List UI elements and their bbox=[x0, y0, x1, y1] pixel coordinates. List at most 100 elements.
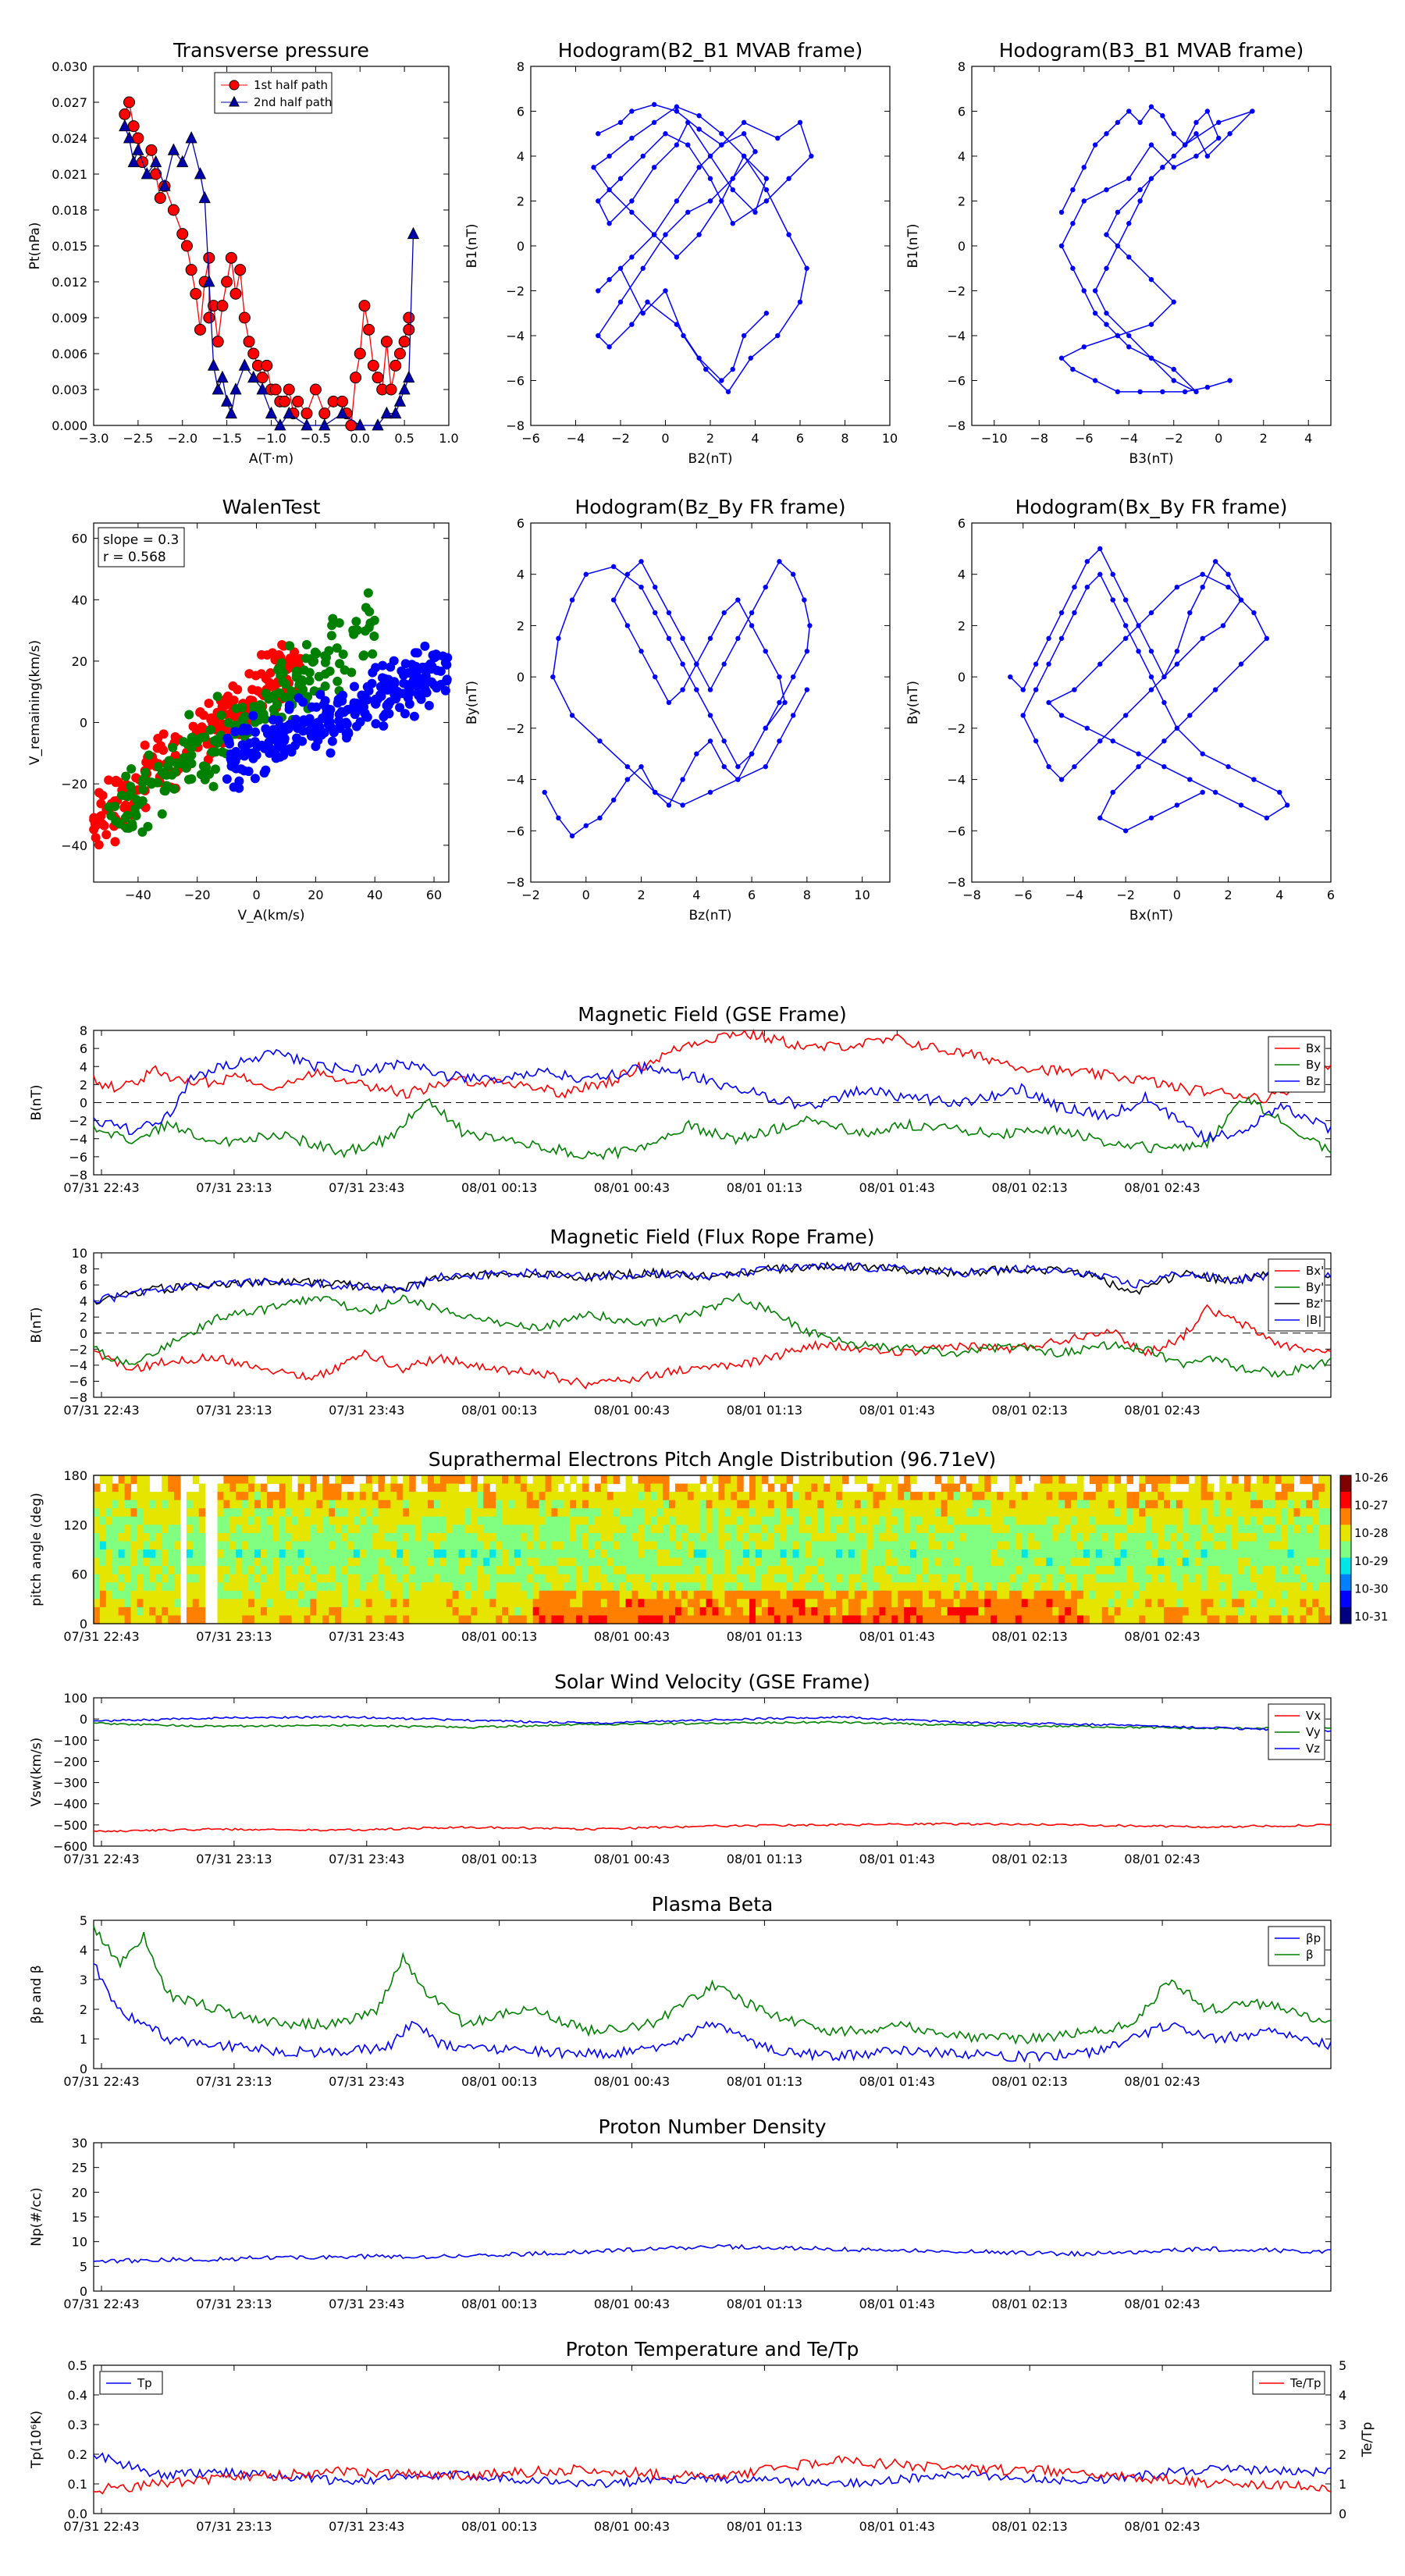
data-point bbox=[286, 685, 296, 696]
heatmap-cell bbox=[1095, 1541, 1103, 1550]
heatmap-cell bbox=[1194, 1541, 1202, 1550]
data-point bbox=[1122, 828, 1129, 834]
data-point bbox=[1148, 276, 1154, 283]
heatmap-cell bbox=[427, 1574, 435, 1583]
heatmap-cell bbox=[737, 1541, 744, 1550]
data-point bbox=[383, 674, 393, 685]
heatmap-cell bbox=[1008, 1500, 1016, 1509]
heatmap-cell bbox=[743, 1615, 750, 1624]
heatmap-cell bbox=[297, 1599, 305, 1608]
heatmap-cell bbox=[341, 1516, 348, 1525]
heatmap-cell bbox=[780, 1483, 788, 1493]
heatmap-cell bbox=[365, 1590, 373, 1599]
data-point bbox=[777, 699, 782, 706]
heatmap-cell bbox=[507, 1500, 515, 1509]
heatmap-cell bbox=[1164, 1541, 1171, 1550]
data-point bbox=[382, 701, 392, 711]
heatmap-cell bbox=[403, 1566, 410, 1575]
heatmap-cell bbox=[712, 1541, 720, 1550]
heatmap-cell bbox=[409, 1525, 416, 1534]
data-point bbox=[237, 740, 247, 750]
y-tick-label: −6 bbox=[506, 824, 525, 838]
heatmap-cell bbox=[767, 1550, 775, 1559]
heatmap-cell bbox=[786, 1566, 794, 1575]
heatmap-cell bbox=[322, 1615, 329, 1624]
data-point bbox=[291, 666, 301, 676]
heatmap-cell bbox=[532, 1483, 540, 1493]
heatmap-cell bbox=[1021, 1492, 1029, 1501]
heatmap-cell bbox=[613, 1599, 621, 1608]
heatmap-cell bbox=[557, 1574, 564, 1583]
heatmap-cell bbox=[186, 1500, 194, 1509]
heatmap-cell bbox=[137, 1574, 144, 1583]
heatmap-cell bbox=[310, 1557, 317, 1567]
heatmap-cell bbox=[755, 1508, 763, 1517]
data-point bbox=[369, 631, 379, 641]
heatmap-cell bbox=[817, 1541, 824, 1550]
heatmap-cell bbox=[310, 1615, 317, 1624]
heatmap-cell bbox=[347, 1500, 354, 1509]
heatmap-cell bbox=[613, 1516, 621, 1525]
heatmap-cell bbox=[99, 1574, 107, 1583]
heatmap-cell bbox=[174, 1599, 181, 1608]
heatmap-cell bbox=[520, 1582, 528, 1592]
heatmap-cell bbox=[570, 1590, 577, 1599]
heatmap-cell bbox=[638, 1500, 645, 1509]
heatmap-cell bbox=[761, 1541, 769, 1550]
heatmap-cell bbox=[1158, 1550, 1165, 1559]
heatmap-cell bbox=[681, 1599, 688, 1608]
heatmap-cell bbox=[248, 1483, 255, 1493]
data-point bbox=[606, 221, 612, 226]
heatmap-cell bbox=[1139, 1541, 1146, 1550]
data-point bbox=[707, 738, 713, 744]
heatmap-cell bbox=[452, 1532, 460, 1542]
heatmap-cell bbox=[112, 1541, 119, 1550]
heatmap-cell bbox=[297, 1606, 305, 1617]
heatmap-cell bbox=[873, 1557, 880, 1567]
heatmap-cell bbox=[841, 1566, 849, 1575]
heatmap-cell bbox=[112, 1599, 119, 1608]
heatmap-cell bbox=[446, 1532, 454, 1542]
heatmap-cell bbox=[922, 1590, 930, 1599]
heatmap-cell bbox=[1194, 1483, 1202, 1493]
heatmap-cell bbox=[866, 1492, 874, 1501]
heatmap-cell bbox=[576, 1483, 583, 1493]
heatmap-cell bbox=[805, 1516, 812, 1525]
heatmap-cell bbox=[570, 1541, 577, 1550]
heatmap-cell bbox=[1133, 1599, 1140, 1608]
heatmap-cell bbox=[1250, 1590, 1257, 1599]
heatmap-cell bbox=[1139, 1599, 1146, 1608]
heatmap-cell bbox=[137, 1582, 144, 1592]
heatmap-cell bbox=[105, 1566, 113, 1575]
heatmap-cell bbox=[433, 1483, 441, 1493]
heatmap-cell bbox=[1015, 1541, 1023, 1550]
heatmap-cell bbox=[1262, 1492, 1270, 1501]
data-point bbox=[1182, 142, 1188, 148]
heatmap-cell bbox=[606, 1532, 614, 1542]
heatmap-cell bbox=[409, 1500, 416, 1509]
data-point bbox=[1160, 113, 1165, 119]
heatmap-cell bbox=[1151, 1541, 1158, 1550]
heatmap-cell bbox=[1040, 1557, 1048, 1567]
heatmap-cell bbox=[105, 1475, 113, 1485]
heatmap-cell bbox=[805, 1615, 812, 1624]
data-point bbox=[596, 198, 601, 204]
heatmap-cell bbox=[786, 1599, 794, 1608]
heatmap-cell bbox=[916, 1508, 923, 1517]
data-point bbox=[360, 626, 370, 636]
heatmap-cell bbox=[873, 1525, 880, 1534]
heatmap-cell bbox=[1040, 1541, 1048, 1550]
heatmap-cell bbox=[625, 1508, 633, 1517]
heatmap-cell bbox=[1077, 1566, 1084, 1575]
heatmap-cell bbox=[1052, 1508, 1059, 1517]
heatmap-cell bbox=[266, 1475, 274, 1485]
heatmap-cell bbox=[341, 1615, 348, 1624]
heatmap-cell bbox=[137, 1532, 144, 1542]
heatmap-cell bbox=[1268, 1483, 1276, 1493]
heatmap-cell bbox=[997, 1599, 1004, 1608]
heatmap-cell bbox=[1033, 1615, 1041, 1624]
heatmap-cell bbox=[378, 1541, 386, 1550]
heatmap-cell bbox=[966, 1508, 973, 1517]
heatmap-cell bbox=[229, 1492, 237, 1501]
heatmap-cell bbox=[372, 1606, 379, 1617]
